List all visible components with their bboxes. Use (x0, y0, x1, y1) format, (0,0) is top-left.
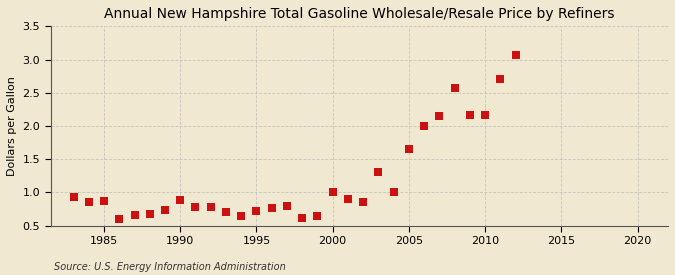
Point (464, 112, 475, 117)
Point (68, 195, 79, 199)
Point (373, 170, 384, 175)
Point (144, 211, 155, 216)
Title: Annual New Hampshire Total Gasoline Wholesale/Resale Price by Refiners: Annual New Hampshire Total Gasoline Whol… (104, 7, 615, 21)
Point (495, 77, 506, 82)
Point (480, 112, 491, 117)
Point (99, 199, 109, 203)
Point (175, 197, 186, 202)
Point (312, 213, 323, 218)
Point (418, 124, 429, 128)
Point (434, 114, 445, 118)
Point (450, 86, 460, 90)
Point (129, 213, 140, 217)
Point (114, 217, 125, 221)
Point (404, 147, 414, 152)
Point (358, 200, 369, 204)
Point (281, 204, 292, 208)
Point (388, 189, 399, 194)
Point (327, 190, 338, 195)
Point (190, 205, 201, 209)
Point (267, 206, 277, 211)
Point (510, 53, 521, 57)
Point (251, 209, 262, 213)
Point (342, 197, 353, 201)
Point (221, 210, 232, 214)
Point (297, 216, 308, 221)
Point (205, 205, 216, 209)
Text: Source: U.S. Energy Information Administration: Source: U.S. Energy Information Administ… (54, 262, 286, 272)
Point (236, 213, 246, 218)
Y-axis label: Dollars per Gallon: Dollars per Gallon (7, 76, 17, 176)
Point (84, 200, 95, 205)
Point (159, 208, 170, 213)
